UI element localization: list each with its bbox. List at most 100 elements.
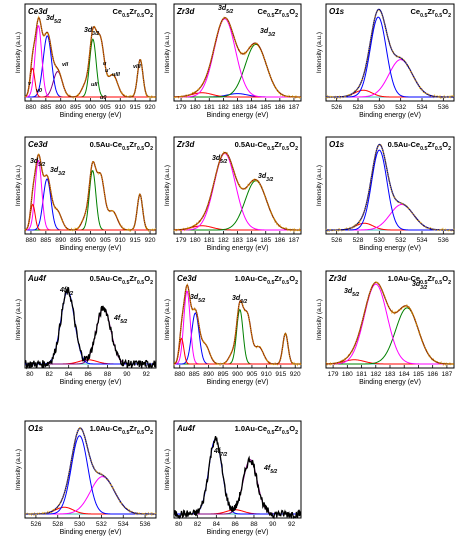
panel-element-label: O1s (28, 424, 44, 433)
raw-data-curve (173, 150, 302, 233)
peak-label: 4f7/2 (59, 287, 73, 297)
panel-element-label: Au4f (27, 274, 47, 283)
component-curve (174, 152, 301, 231)
envelope-curve (326, 143, 454, 231)
x-tick-label: 920 (145, 237, 156, 244)
plot-frame (325, 3, 455, 102)
x-tick-label: 880 (26, 104, 37, 111)
envelope-curve (24, 286, 157, 370)
x-tick-label: 905 (100, 237, 111, 244)
peak-label: 3d5/2 (30, 158, 45, 168)
raw-data-curve (24, 15, 157, 100)
x-tick-label: 528 (353, 104, 364, 111)
component-curve (326, 283, 454, 365)
x-tick-label: 186 (274, 104, 285, 111)
peak-label: 3d3/2 (232, 295, 247, 305)
y-axis-label: Intensity (a.u.) (15, 299, 22, 340)
x-tick-label: 526 (30, 521, 41, 528)
x-tick-label: 900 (232, 371, 243, 378)
peak-label: 3d5/2 (46, 15, 61, 25)
x-tick-label: 92 (288, 521, 296, 528)
component-curve (326, 59, 454, 98)
component-curve (25, 307, 156, 365)
x-tick-label: 182 (370, 371, 381, 378)
panel-sample-label: 1.0Au-Ce0.5Zr0.5O2 (235, 424, 298, 436)
panel-sample-label: Ce0.5Zr0.5O2 (411, 7, 452, 19)
x-tick-label: 84 (65, 371, 73, 378)
x-tick-label: 88 (250, 521, 258, 528)
x-axis-label: Binding energy (eV) (60, 112, 122, 119)
x-tick-label: 915 (130, 104, 141, 111)
peak-label: 3d3/2 (258, 173, 273, 183)
y-axis-label: Intensity (a.u.) (316, 299, 323, 340)
plot-frame (173, 420, 302, 519)
x-tick-label: 536 (438, 104, 449, 111)
x-tick-label: 920 (290, 371, 301, 378)
peak-label: u' (105, 68, 110, 74)
panel-element-label: O1s (329, 7, 345, 16)
envelope-curve (24, 153, 156, 231)
x-tick-label: 88 (104, 371, 112, 378)
x-tick-label: 536 (438, 237, 449, 244)
component-curve (326, 16, 454, 98)
y-axis-label: Intensity (a.u.) (15, 32, 22, 73)
x-tick-label: 534 (118, 521, 129, 528)
x-tick-label: 895 (218, 371, 229, 378)
raw-data-curve (325, 143, 455, 233)
x-tick-label: 186 (274, 237, 285, 244)
component-curve (326, 149, 454, 231)
x-tick-label: 86 (232, 521, 240, 528)
raw-data-curve (325, 9, 455, 100)
panel-sample-label: 1.0Au-Ce0.5Zr0.5O2 (90, 424, 153, 436)
component-curve (174, 180, 301, 231)
envelope-curve (173, 436, 302, 520)
x-tick-label: 910 (261, 371, 272, 378)
x-tick-label: 80 (26, 371, 34, 378)
panel-sample-label: 1.0Au-Ce0.5Zr0.5O2 (235, 274, 298, 286)
x-tick-label: 90 (269, 521, 277, 528)
x-tick-label: 890 (55, 104, 66, 111)
peak-label: uIII (112, 72, 120, 78)
x-tick-label: 530 (374, 104, 385, 111)
panel-element-label: Au4f (176, 424, 196, 433)
panel-element-label: Zr3d (176, 140, 195, 149)
x-axis-label: Binding energy (eV) (207, 529, 269, 536)
component-curve (174, 18, 301, 98)
peak-label: 4f5/2 (113, 315, 127, 325)
peak-label: 4f7/2 (213, 448, 227, 458)
x-axis-label: Binding energy (eV) (60, 529, 122, 536)
x-tick-label: 890 (203, 371, 214, 378)
x-tick-label: 885 (189, 371, 200, 378)
panel-element-label: Ce3d (28, 140, 49, 149)
x-tick-label: 181 (356, 371, 367, 378)
x-tick-label: 528 (353, 237, 364, 244)
component-curve (173, 337, 301, 365)
y-axis-label: Intensity (a.u.) (15, 165, 22, 206)
xps-panel-d: 880 885 890 895 900 905 910 915 920 Binding energ… (15, 136, 157, 252)
peak-label: 3d5/2 (218, 5, 233, 15)
x-tick-label: 900 (85, 104, 96, 111)
x-tick-label: 532 (395, 104, 406, 111)
panel-element-label: Ce3d (177, 274, 198, 283)
plot-frame (24, 420, 157, 519)
component-curve (24, 203, 156, 231)
component-curve (25, 178, 156, 231)
component-curve (326, 307, 454, 365)
panel-sample-label: Ce0.5Zr0.5O2 (258, 7, 299, 19)
xps-panel-b: 179 180 181 182 183 184 185 186 187 Binding energ… (164, 3, 302, 119)
xps-panel-h: 880 885 890 895 900 905 910 915 920 Binding energ… (164, 270, 302, 386)
x-axis-label: Binding energy (eV) (207, 379, 269, 386)
peak-label: 3d3/2 (412, 281, 427, 291)
x-tick-label: 80 (175, 521, 183, 528)
x-tick-label: 185 (413, 371, 424, 378)
peak-label: vII (62, 62, 69, 68)
envelope-curve (25, 427, 156, 515)
x-axis-label: Binding energy (eV) (207, 245, 269, 252)
peak-label: 3d5/2 (190, 294, 205, 304)
x-tick-label: 905 (247, 371, 258, 378)
xps-panel-k: 80 82 84 86 88 90 92 Binding energy (eV) Intensi… (164, 420, 302, 536)
x-tick-label: 900 (85, 237, 96, 244)
peak-label: v (28, 81, 32, 87)
x-tick-label: 187 (441, 371, 452, 378)
